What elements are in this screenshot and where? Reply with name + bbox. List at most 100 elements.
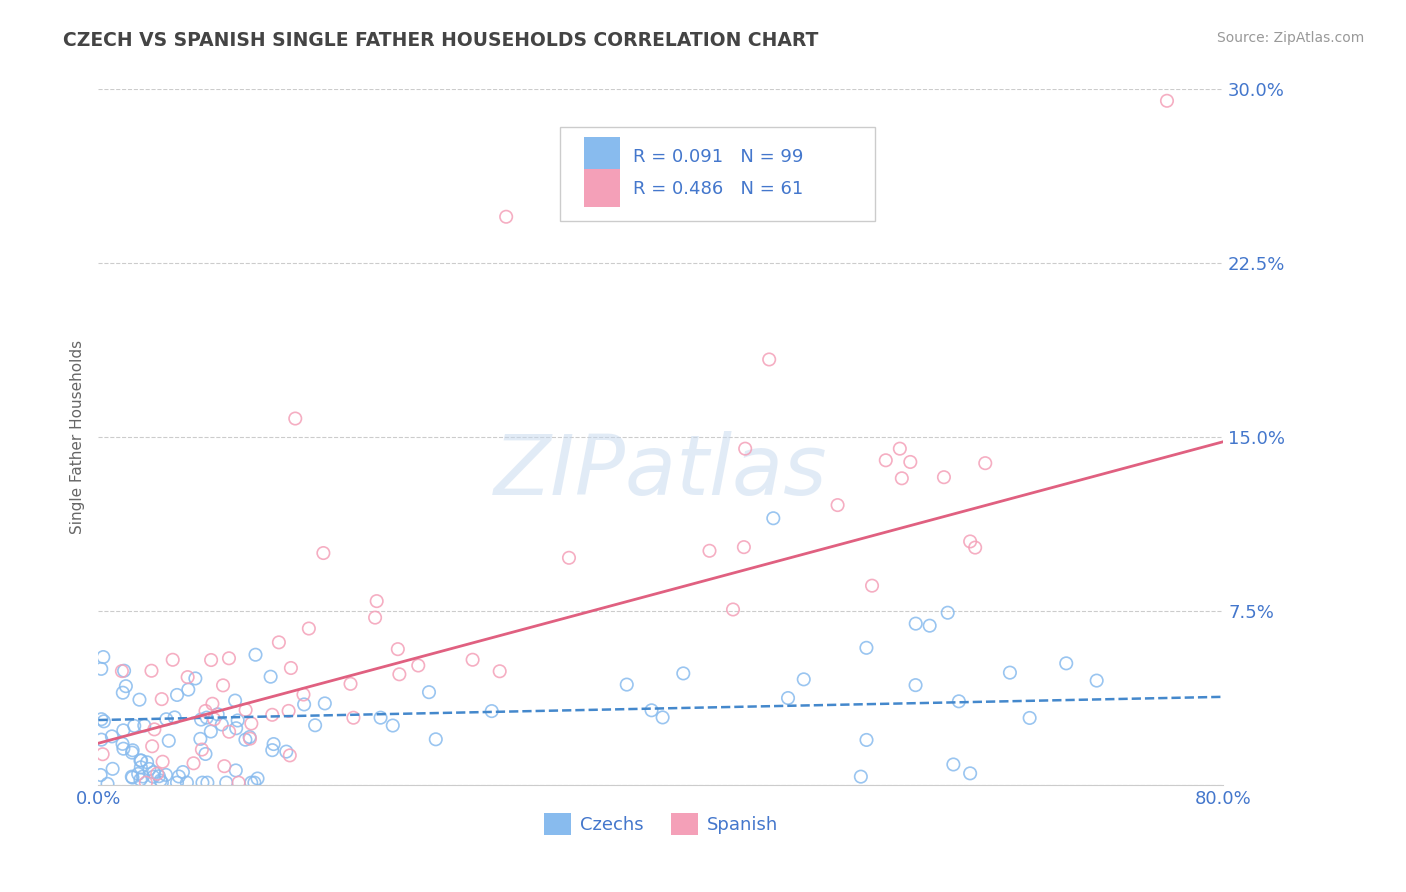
Point [190,713,212,727]
Point [121,770,143,784]
Point [243,775,266,789]
Bar [585,136,620,175]
Point [793,673,815,687]
Point [267,635,290,649]
Point [762,511,785,525]
Point [96,777,118,791]
Point [965,541,987,555]
Point [240,716,263,731]
Point [651,710,673,724]
Point [136,756,159,770]
Point [1085,673,1108,688]
Text: Source: ZipAtlas.com: Source: ZipAtlas.com [1216,31,1364,45]
Point [342,711,364,725]
Point [721,602,744,616]
Point [166,775,188,789]
Point [129,772,152,787]
Point [959,766,981,780]
Point [245,648,267,662]
Point [278,748,301,763]
Point [733,540,755,554]
Point [948,694,970,708]
Point [758,352,780,367]
Point [111,664,134,678]
Point [150,775,173,789]
Point [177,682,200,697]
Point [200,653,222,667]
Point [90,732,112,747]
Point [312,546,335,560]
Point [155,712,177,726]
Point [163,710,186,724]
Point [111,686,134,700]
Legend: Czechs, Spanish: Czechs, Spanish [537,805,785,842]
Point [112,664,135,678]
Point [225,764,247,778]
Point [292,688,315,702]
FancyBboxPatch shape [560,128,875,221]
Point [488,665,510,679]
Point [235,732,257,747]
Point [129,754,152,768]
Point [226,714,249,728]
Point [155,768,177,782]
Point [195,711,218,725]
Point [860,579,883,593]
Point [314,697,336,711]
Point [461,653,484,667]
Point [1156,94,1178,108]
Point [148,769,170,783]
Point [890,471,912,485]
Text: CZECH VS SPANISH SINGLE FATHER HOUSEHOLDS CORRELATION CHART: CZECH VS SPANISH SINGLE FATHER HOUSEHOLD… [63,31,818,50]
Point [225,721,247,735]
Point [176,775,198,789]
Point [277,704,299,718]
Point [211,717,233,731]
Point [280,661,302,675]
Point [495,210,517,224]
Point [90,662,112,676]
Point [406,658,429,673]
Point [974,456,997,470]
Point [166,688,188,702]
Point [215,775,238,789]
Point [214,759,236,773]
Point [1018,711,1040,725]
Point [263,737,285,751]
Point [142,765,165,780]
Point [959,534,981,549]
Y-axis label: Single Father Households: Single Father Households [69,340,84,534]
Point [200,724,222,739]
Point [202,712,225,726]
Point [138,762,160,776]
Point [129,754,152,768]
Point [292,698,315,712]
Point [366,594,388,608]
Point [672,666,695,681]
Point [387,642,409,657]
Point [132,770,155,784]
Point [121,746,143,760]
Point [558,550,581,565]
Point [239,730,262,744]
Point [298,622,321,636]
Point [849,770,872,784]
Point [936,606,959,620]
Point [194,747,217,761]
Point [176,670,198,684]
Point [191,775,214,789]
Point [918,618,941,632]
Point [162,653,184,667]
Point [284,411,307,425]
Point [699,543,721,558]
Point [904,678,927,692]
Point [191,742,214,756]
Point [135,775,157,789]
Point [142,770,165,784]
Point [855,640,877,655]
Point [1054,657,1077,671]
Point [91,650,114,665]
Point [235,703,257,717]
Point [218,724,240,739]
Point [128,692,150,706]
